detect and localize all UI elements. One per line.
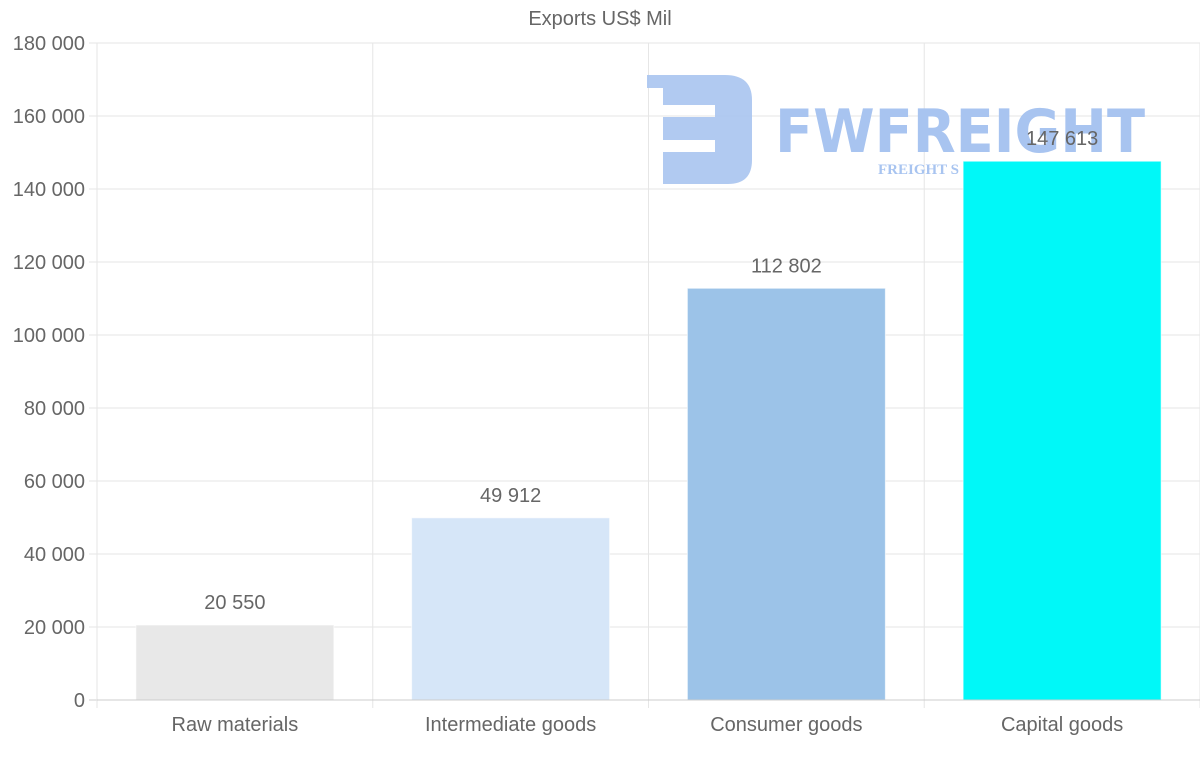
bar-raw-materials	[135, 624, 335, 701]
bar-value-label: 147 613	[1026, 128, 1098, 150]
bar-capital-goods	[962, 160, 1162, 701]
x-tick-label: Intermediate goods	[425, 714, 596, 736]
x-tick-label: Raw materials	[172, 714, 299, 736]
bar-value-label: 112 802	[751, 255, 822, 277]
y-tick-label: 180 000	[13, 33, 85, 55]
bar-value-label: 49 912	[480, 485, 541, 507]
y-tick-label: 60 000	[24, 471, 85, 493]
y-tick-label: 20 000	[24, 617, 85, 639]
y-tick-label: 160 000	[13, 106, 85, 128]
chart-title: Exports US$ Mil	[528, 8, 672, 30]
bar-intermediate-goods	[411, 517, 611, 701]
bar-consumer-goods	[686, 287, 886, 701]
y-tick-label: 100 000	[13, 325, 85, 347]
watermark-logo-icon	[647, 75, 752, 184]
y-tick-label: 80 000	[24, 398, 85, 420]
bar-value-label: 20 550	[204, 592, 265, 614]
y-tick-label: 40 000	[24, 544, 85, 566]
y-tick-label: 0	[74, 690, 85, 712]
x-tick-label: Capital goods	[1001, 714, 1123, 736]
watermark-tagline: FREIGHT S	[878, 162, 959, 178]
y-tick-label: 140 000	[13, 179, 85, 201]
x-tick-label: Consumer goods	[710, 714, 862, 736]
watermark-brand: FWFREIGHT	[775, 97, 1145, 167]
y-tick-label: 120 000	[13, 252, 85, 274]
